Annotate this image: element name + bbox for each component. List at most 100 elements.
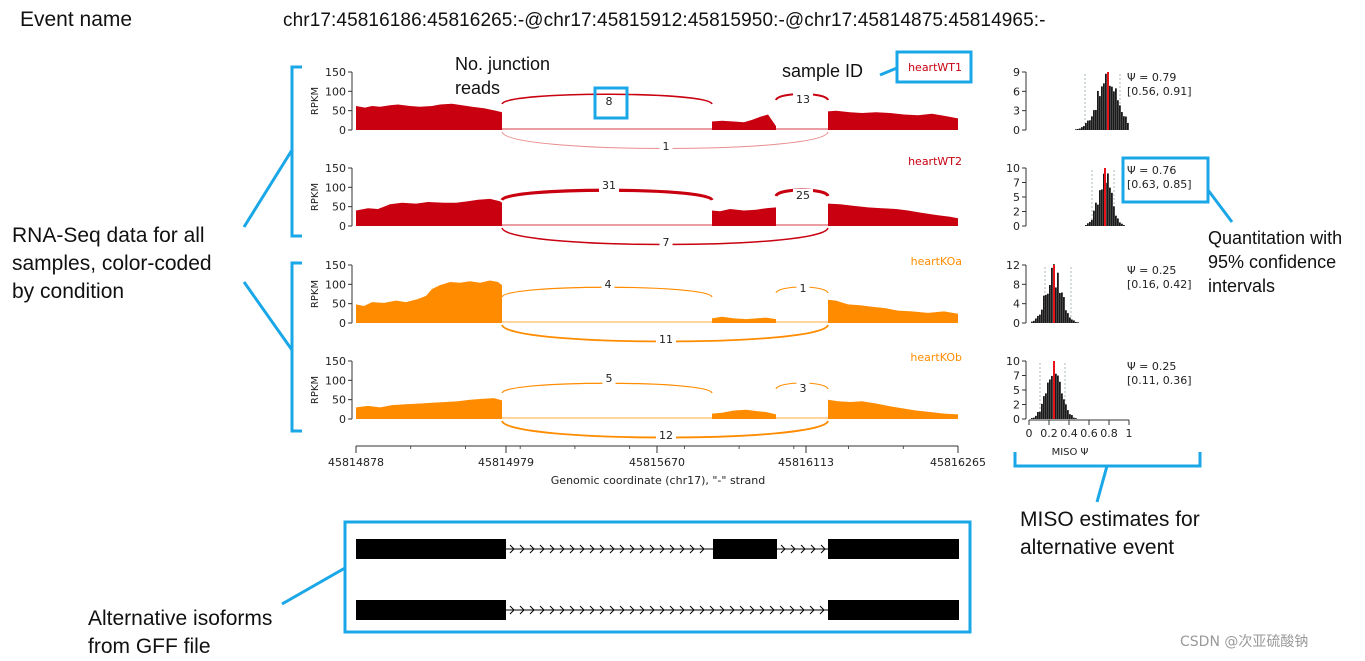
- miso-x-tick-label: 0.6: [1080, 427, 1098, 440]
- hist-bar: [1083, 126, 1085, 130]
- hist-bar: [1033, 320, 1035, 323]
- coverage-left-exon: [356, 398, 502, 419]
- hist-y-tick-label: 12: [1006, 259, 1020, 272]
- annotation-rnaseq: RNA-Seq data for all samples, color-code…: [12, 222, 262, 306]
- annotation-miso-line: alternative event: [1020, 536, 1175, 559]
- hist-bar: [1031, 321, 1033, 323]
- hist-bar: [1087, 223, 1089, 226]
- annotation-quantitation: Quantitation with 95% confidence interva…: [1208, 226, 1365, 298]
- hist-y-tick-label: 0: [1013, 413, 1020, 426]
- junction-count-skip-bg: [656, 429, 676, 442]
- coverage-mid-exon: [712, 114, 776, 130]
- hist-bar: [1085, 225, 1087, 226]
- isoform-chevron: [749, 605, 755, 615]
- junction-count-left: 8: [606, 95, 613, 108]
- annotation-miso-line: MISO estimates for: [1020, 508, 1200, 531]
- hist-bar: [1075, 129, 1077, 130]
- isoform-exon: [828, 600, 959, 620]
- miso-histogram: 9 6 3 0 Ψ = 0.79[0.56, 0.91]: [1013, 66, 1192, 137]
- isoform-chevron: [799, 605, 805, 615]
- hist-bar: [1113, 206, 1115, 226]
- isoform-chevron: [790, 544, 796, 554]
- callout-line-ko: [242, 281, 294, 351]
- hist-bar: [1051, 375, 1053, 419]
- miso-histogram: 10 75 20 Ψ = 0.76[0.63, 0.85]: [1006, 162, 1192, 233]
- isoform-chevron: [819, 605, 825, 615]
- hist-bar: [1073, 320, 1075, 323]
- hist-bar: [1063, 399, 1065, 419]
- hist-bar: [1031, 418, 1033, 419]
- isoform-chevron: [629, 605, 635, 615]
- hist-bar: [1047, 293, 1049, 323]
- callout-quant-box: [1121, 156, 1210, 204]
- psi-ci: [0.16, 0.42]: [1127, 278, 1192, 291]
- miso-x-tick-label: 0.8: [1100, 427, 1118, 440]
- psi-ci: [0.56, 0.91]: [1127, 85, 1192, 98]
- sashimi-panel: 150 100 50 0 RPKM 8 13 1 heartWT1: [310, 61, 962, 153]
- hist-bar: [1059, 292, 1061, 323]
- isoform-chevron: [589, 605, 595, 615]
- hist-bar: [1115, 88, 1117, 130]
- sample-name: heartKOb: [910, 351, 962, 364]
- annotation-junction-line: reads: [455, 78, 501, 98]
- isoform-chevron: [729, 605, 735, 615]
- miso-histogram: 10 75 20 Ψ = 0.25[0.11, 0.36]: [1006, 355, 1192, 426]
- isoform-chevron: [539, 544, 545, 554]
- coverage-left-exon: [356, 103, 502, 130]
- isoform-chevron: [669, 605, 675, 615]
- y-tick-label: 50: [332, 394, 346, 407]
- junction-arc-left: [501, 93, 713, 105]
- isoform-chevron: [629, 544, 635, 554]
- hist-bar: [1045, 294, 1047, 323]
- isoform-chevron: [549, 605, 555, 615]
- callout-junction-box: [593, 86, 629, 120]
- x-tick-label: 45815670: [629, 456, 685, 469]
- hist-y-tick-label: 7: [1013, 370, 1020, 383]
- junction-count-skip: 1: [663, 140, 670, 153]
- coverage-mid-exon: [712, 207, 776, 226]
- junction-count-right-bg: [796, 282, 810, 295]
- annotation-quant-line: Quantitation with: [1208, 228, 1343, 248]
- hist-bar: [1119, 105, 1121, 130]
- hist-bar: [1035, 415, 1037, 419]
- junction-count-right: 25: [796, 189, 810, 202]
- callout-miso-line: [1095, 465, 1109, 503]
- hist-bar: [1075, 418, 1077, 419]
- y-tick-label: 150: [325, 66, 346, 79]
- junction-count-right: 13: [796, 93, 810, 106]
- hist-bar: [1115, 215, 1117, 226]
- callout-isoforms-line: [281, 566, 346, 606]
- hist-bar: [1125, 116, 1127, 130]
- annotation-miso: MISO estimates for alternative event: [1020, 506, 1260, 562]
- y-tick-label: 100: [325, 181, 346, 194]
- hist-bar: [1123, 224, 1125, 226]
- junction-count-left: 4: [605, 278, 612, 291]
- hist-bar: [1093, 110, 1095, 130]
- hist-y-tick-label: 5: [1013, 384, 1020, 397]
- coverage-right-exon: [828, 399, 958, 419]
- hist-bar: [1123, 116, 1125, 130]
- isoform-chevron: [810, 544, 816, 554]
- hist-bar: [1121, 223, 1123, 226]
- isoform-chevron: [800, 544, 806, 554]
- hist-y-tick-label: 0: [1013, 317, 1020, 330]
- isoform-chevron: [789, 605, 795, 615]
- annotation-quant-line: intervals: [1208, 276, 1276, 296]
- junction-count-right: 3: [800, 382, 807, 395]
- callout-sample-box: [895, 50, 973, 84]
- annotation-isoforms: Alternative isoforms from GFF file: [88, 605, 348, 661]
- junction-count-skip-bg: [659, 140, 673, 153]
- isoform-chevron: [669, 544, 675, 554]
- hist-bar: [1109, 187, 1111, 226]
- isoform-chevron: [820, 544, 826, 554]
- psi-value: Ψ = 0.79: [1127, 71, 1176, 84]
- isoform-chevron: [579, 605, 585, 615]
- annotation-quant-line: 95% confidence: [1208, 252, 1337, 272]
- hist-bar: [1077, 128, 1079, 130]
- y-tick-label: 0: [339, 317, 346, 330]
- event-name-label: Event name: [20, 8, 133, 31]
- isoform-chevron: [769, 605, 775, 615]
- junction-count-left: 31: [602, 179, 616, 192]
- junction-count-right-bg: [793, 93, 813, 106]
